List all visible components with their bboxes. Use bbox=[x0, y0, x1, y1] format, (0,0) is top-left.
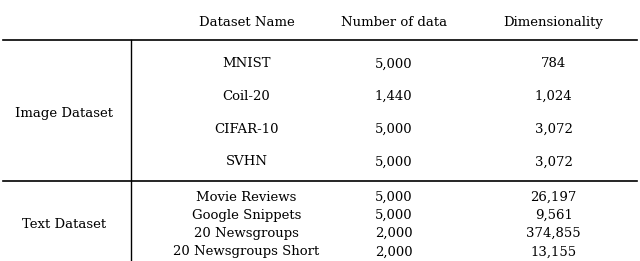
Text: 13,155: 13,155 bbox=[531, 245, 577, 258]
Text: 5,000: 5,000 bbox=[375, 57, 412, 70]
Text: MNIST: MNIST bbox=[222, 57, 271, 70]
Text: 5,000: 5,000 bbox=[375, 191, 412, 204]
Text: Image Dataset: Image Dataset bbox=[15, 107, 113, 120]
Text: CIFAR-10: CIFAR-10 bbox=[214, 123, 278, 136]
Text: 1,024: 1,024 bbox=[535, 90, 572, 103]
Text: Number of data: Number of data bbox=[340, 16, 447, 29]
Text: 5,000: 5,000 bbox=[375, 209, 412, 222]
Text: 3,072: 3,072 bbox=[534, 123, 573, 136]
Text: 784: 784 bbox=[541, 57, 566, 70]
Text: Movie Reviews: Movie Reviews bbox=[196, 191, 296, 204]
Text: SVHN: SVHN bbox=[225, 155, 268, 168]
Text: Text Dataset: Text Dataset bbox=[22, 218, 106, 231]
Text: Google Snippets: Google Snippets bbox=[192, 209, 301, 222]
Text: 374,855: 374,855 bbox=[526, 227, 581, 240]
Text: 26,197: 26,197 bbox=[531, 191, 577, 204]
Text: 20 Newsgroups Short: 20 Newsgroups Short bbox=[173, 245, 319, 258]
Text: 3,072: 3,072 bbox=[534, 155, 573, 168]
Text: 2,000: 2,000 bbox=[375, 245, 412, 258]
Text: Dataset Name: Dataset Name bbox=[198, 16, 294, 29]
Text: 9,561: 9,561 bbox=[534, 209, 573, 222]
Text: 5,000: 5,000 bbox=[375, 155, 412, 168]
Text: 1,440: 1,440 bbox=[375, 90, 412, 103]
Text: Dimensionality: Dimensionality bbox=[504, 16, 604, 29]
Text: 20 Newsgroups: 20 Newsgroups bbox=[194, 227, 299, 240]
Text: 5,000: 5,000 bbox=[375, 123, 412, 136]
Text: Coil-20: Coil-20 bbox=[223, 90, 270, 103]
Text: 2,000: 2,000 bbox=[375, 227, 412, 240]
